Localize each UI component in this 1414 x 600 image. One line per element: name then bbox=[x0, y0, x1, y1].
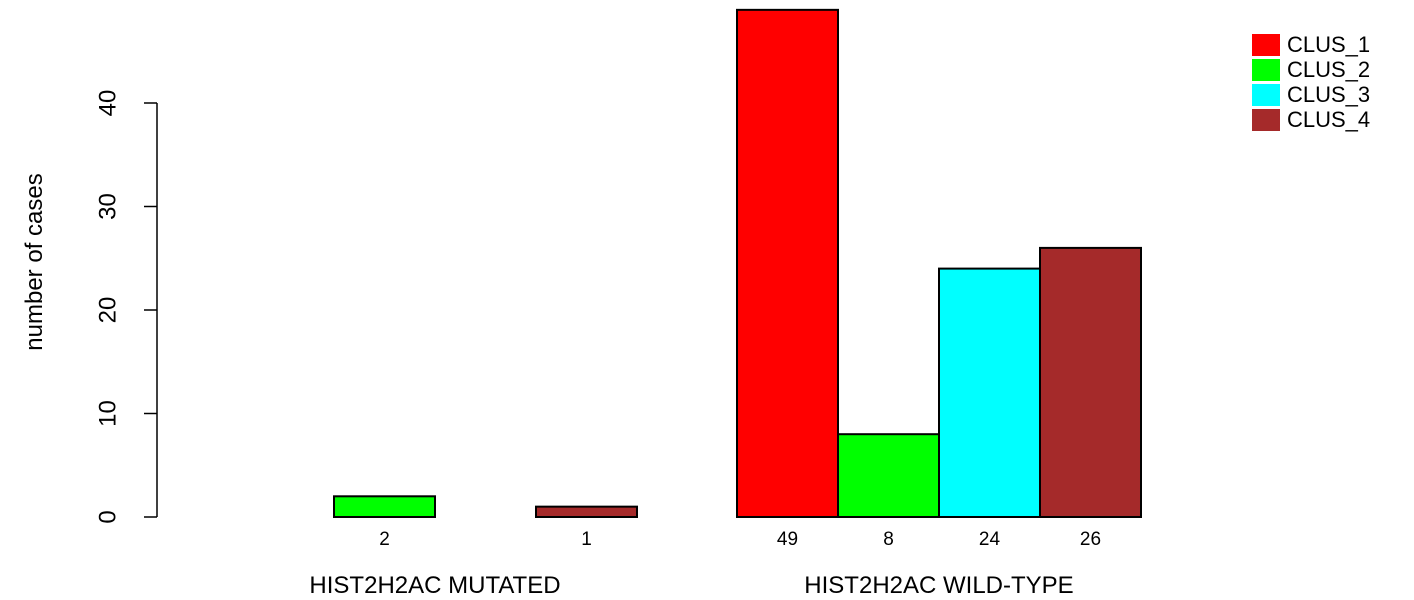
y-axis: 0 10 20 30 40 bbox=[94, 90, 158, 524]
legend-label-clus_2: CLUS_2 bbox=[1287, 57, 1370, 82]
bar-count-label: 24 bbox=[979, 529, 1001, 550]
legend-swatch-clus_4 bbox=[1252, 109, 1280, 131]
y-tick-label: 40 bbox=[94, 90, 121, 117]
y-axis-label: number of cases bbox=[21, 173, 48, 350]
bar-count-label: 2 bbox=[379, 529, 390, 550]
legend-swatch-clus_2 bbox=[1252, 59, 1280, 81]
y-tick-label: 20 bbox=[94, 297, 121, 324]
group-label: HIST2H2AC MUTATED bbox=[309, 572, 560, 599]
bar-clus_4-group-2 bbox=[1039, 246, 1142, 518]
legend-label-clus_1: CLUS_1 bbox=[1287, 32, 1370, 57]
bar-clus_4-group-1 bbox=[535, 505, 638, 518]
y-tick-label: 10 bbox=[94, 400, 121, 427]
y-tick-label: 0 bbox=[94, 510, 121, 523]
bar-count-label: 26 bbox=[1080, 529, 1101, 550]
bar-clus_3-group-2 bbox=[938, 267, 1041, 518]
bar-clus_2-group-2 bbox=[837, 433, 940, 519]
legend-label-clus_4: CLUS_4 bbox=[1287, 107, 1370, 132]
bar-count-label: 8 bbox=[883, 529, 894, 550]
bar-count-label: 49 bbox=[777, 529, 798, 550]
group-labels: HIST2H2AC MUTATED HIST2H2AC WILD-TYPE bbox=[309, 572, 1073, 599]
bar-clus_2-group-1 bbox=[333, 495, 436, 518]
bars bbox=[333, 8, 1142, 519]
bar-count-label: 1 bbox=[581, 529, 592, 550]
bar-clus_1-group-2 bbox=[736, 8, 839, 518]
legend-swatch-clus_3 bbox=[1252, 84, 1280, 106]
count-labels: 2 1 49 8 24 26 bbox=[379, 529, 1101, 550]
y-tick-label: 30 bbox=[94, 193, 121, 220]
legend-label-clus_3: CLUS_3 bbox=[1287, 82, 1370, 107]
group-label: HIST2H2AC WILD-TYPE bbox=[804, 572, 1073, 599]
legend-swatch-clus_1 bbox=[1252, 34, 1280, 56]
